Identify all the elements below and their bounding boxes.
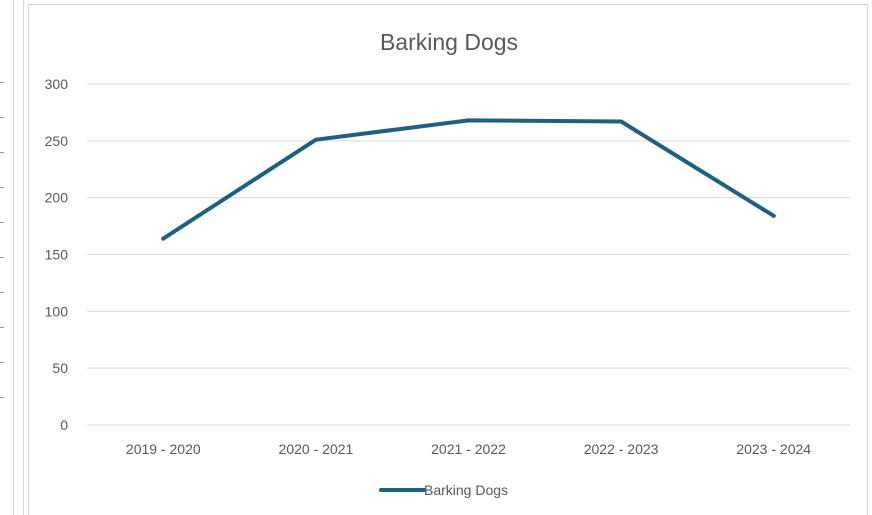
x-tick-label: 2023 - 2024 xyxy=(736,441,811,457)
y-tick-label: 250 xyxy=(45,133,69,149)
data-point[interactable] xyxy=(466,118,471,123)
strip-tick-mark xyxy=(0,152,4,153)
y-tick-label: 0 xyxy=(60,417,68,433)
x-tick-label: 2022 - 2023 xyxy=(584,441,659,457)
spreadsheet-column-fragment xyxy=(0,0,14,515)
x-tick-label: 2021 - 2022 xyxy=(431,441,506,457)
column-divider xyxy=(23,0,24,515)
strip-tick-mark xyxy=(0,82,4,83)
y-tick-label: 100 xyxy=(45,303,69,319)
x-tick-label: 2020 - 2021 xyxy=(279,441,354,457)
legend[interactable]: Barking Dogs xyxy=(379,482,508,498)
strip-tick-mark xyxy=(0,362,4,363)
strip-tick-mark xyxy=(0,257,4,258)
data-point[interactable] xyxy=(619,119,624,124)
gridlines xyxy=(87,83,850,426)
strip-tick-mark xyxy=(0,292,4,293)
strip-tick-mark xyxy=(0,397,4,398)
data-point[interactable] xyxy=(771,213,776,218)
chart-area[interactable] xyxy=(28,4,868,515)
y-tick-label: 300 xyxy=(45,76,69,92)
y-tick-label: 50 xyxy=(52,360,68,376)
series-line-barking-dogs[interactable] xyxy=(161,118,776,241)
series-lines xyxy=(161,118,776,241)
data-point[interactable] xyxy=(161,236,166,241)
strip-tick-mark xyxy=(0,117,4,118)
strip-tick-mark xyxy=(0,222,4,223)
y-tick-label: 150 xyxy=(45,247,69,263)
chart-title: Barking Dogs xyxy=(380,29,518,55)
strip-tick-mark xyxy=(0,327,4,328)
x-axis-tick-labels: 2019 - 2020 2020 - 2021 2021 - 2022 2022 - … xyxy=(126,441,811,457)
x-tick-label: 2019 - 2020 xyxy=(126,441,201,457)
data-point[interactable] xyxy=(313,137,318,142)
legend-label-barking-dogs: Barking Dogs xyxy=(424,482,508,498)
y-tick-label: 200 xyxy=(45,190,69,206)
y-axis-tick-labels: 0 50 100 150 200 250 300 xyxy=(45,76,69,433)
strip-tick-mark xyxy=(0,187,4,188)
